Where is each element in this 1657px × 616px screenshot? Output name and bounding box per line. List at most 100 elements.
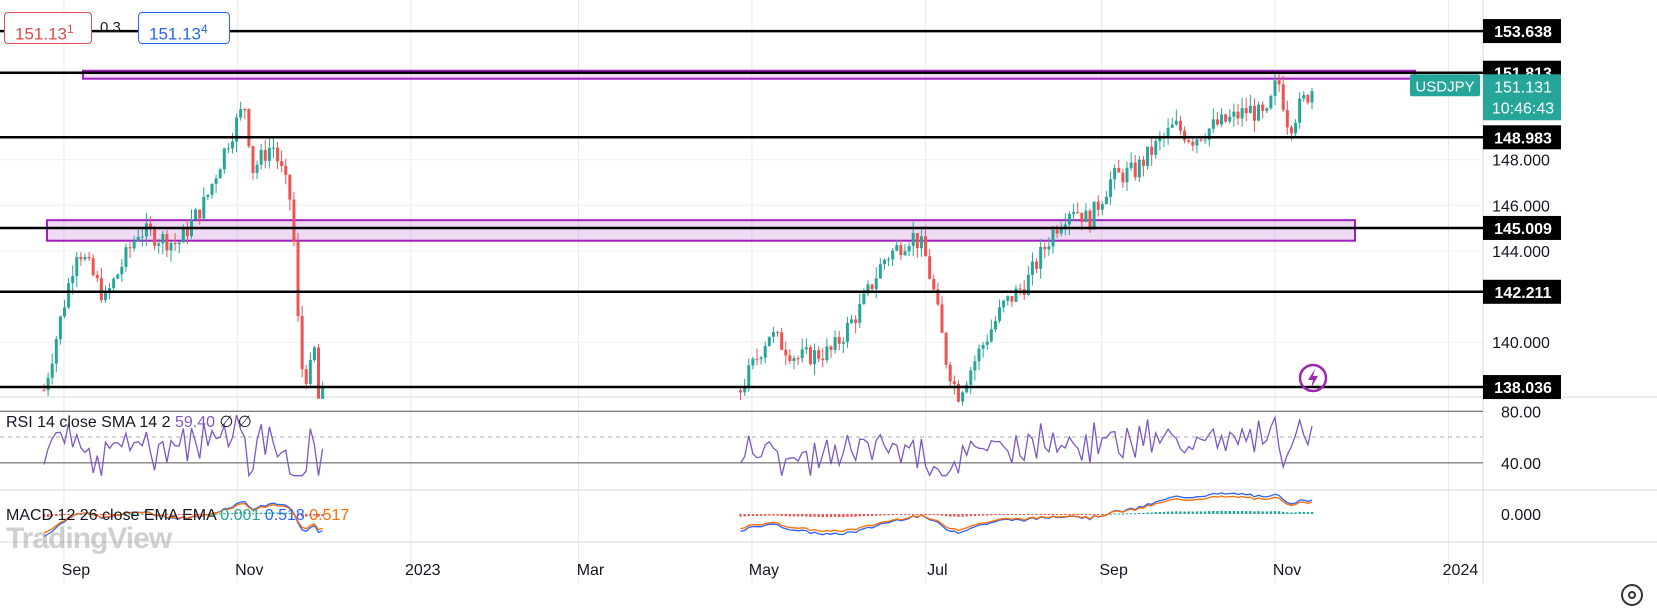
macd-histogram-bar [128, 513, 132, 515]
ask-price-box[interactable]: 151.134 [138, 12, 230, 44]
candle-body [120, 266, 124, 275]
level-price-label: 148.983 [1494, 130, 1552, 147]
macd-histogram-bar [944, 514, 948, 517]
candle-body [1055, 229, 1059, 234]
candle-body [882, 259, 886, 265]
macd-histogram-bar [1092, 514, 1096, 515]
candle-body [973, 361, 977, 371]
macd-histogram-bar [949, 514, 952, 517]
macd-histogram-bar [300, 514, 304, 517]
macd-histogram-bar [182, 514, 185, 515]
candle-body [1092, 201, 1096, 230]
candle-body [862, 293, 866, 304]
macd-histogram-bar [1142, 512, 1145, 514]
macd-histogram-bar [198, 514, 201, 515]
time-tick-label: Jul [927, 562, 947, 579]
ask-main: 151.13 [149, 24, 201, 44]
candle-body [878, 264, 882, 279]
candle-body [280, 161, 284, 167]
macd-legend-macd: 0.518 [260, 507, 305, 524]
macd-histogram-bar [899, 514, 903, 516]
candle-body [800, 349, 804, 359]
candle-body [952, 381, 956, 384]
candle-body [813, 350, 817, 365]
time-tick-label: Mar [577, 562, 605, 579]
macd-histogram-bar [87, 513, 91, 515]
gear-icon[interactable] [1621, 584, 1643, 606]
macd-histogram-bar [1183, 511, 1186, 514]
rsi-legend-label: RSI 14 close SMA 14 2 [6, 414, 171, 431]
spread-value: 0.3 [100, 19, 121, 36]
macd-histogram-bar [866, 514, 870, 516]
candle-body [1113, 167, 1117, 180]
macd-histogram-bar [813, 514, 816, 517]
candle-body [42, 390, 46, 392]
indicator-legends: RSI 14 close SMA 14 2 59.40 ∅ ∅ MACD 12 2… [6, 414, 349, 524]
macd-histogram-bar [891, 514, 894, 516]
macd-histogram-bar [875, 514, 878, 516]
candle-body [1174, 120, 1178, 125]
macd-histogram-bar [768, 514, 771, 516]
candle-body [288, 174, 292, 200]
macd-histogram-bar [1064, 514, 1067, 515]
price-zone [46, 219, 1356, 242]
candle-body [112, 278, 116, 289]
bid-main: 151.13 [15, 24, 67, 44]
candle-body [854, 319, 858, 323]
candle-body [1006, 296, 1010, 301]
candle-body [936, 289, 940, 305]
macd-histogram-bar [870, 514, 874, 517]
candle-body [1014, 288, 1018, 302]
bid-price-box[interactable]: 151.131 [4, 12, 92, 44]
macd-histogram-bar [854, 514, 857, 517]
macd-histogram-bar [1035, 514, 1038, 515]
candle-body [940, 304, 944, 333]
candle-body [788, 355, 792, 362]
candle-body [1010, 296, 1014, 302]
candle-body [276, 147, 280, 162]
macd-histogram-bar [764, 514, 767, 516]
candle-body [108, 288, 112, 291]
candle-body [887, 259, 891, 261]
macd-histogram-bar [1310, 511, 1314, 514]
macd-histogram-bar [296, 514, 300, 516]
macd-histogram-bar [1150, 512, 1153, 514]
candle-body [932, 278, 936, 290]
macd-histogram-bar [965, 514, 968, 517]
macd-histogram-bar [1265, 511, 1268, 514]
macd-histogram-bar [317, 514, 320, 517]
current-price-label: 151.131 [1494, 79, 1552, 96]
level-price-tag [1483, 375, 1561, 400]
candle-body [1047, 246, 1051, 250]
lightning-icon[interactable] [1298, 363, 1328, 393]
candle-body [124, 247, 128, 267]
lightning-icon-ring [1298, 363, 1328, 393]
candle-body [54, 339, 58, 364]
candle-body [759, 357, 763, 360]
macd-histogram-bar [1109, 513, 1112, 515]
candle-body [91, 258, 95, 276]
candle-body [833, 337, 837, 350]
macd-histogram-bar [833, 514, 837, 517]
macd-histogram-bar [1236, 511, 1240, 514]
candle-body [198, 209, 202, 219]
candle-body [206, 194, 210, 197]
macd-histogram-bar [1154, 512, 1157, 514]
time-tick-label: May [749, 562, 779, 579]
candle-body [185, 227, 189, 237]
time-axis: Sep Nov 2023 Mar May Jul Sep Nov 2024 [62, 562, 1479, 579]
candle-body [1285, 110, 1289, 128]
candle-body [177, 242, 181, 245]
candle-body [1310, 91, 1314, 103]
macd-histogram-bar [157, 514, 160, 515]
candle-body [1248, 105, 1252, 114]
candle-body [1039, 247, 1043, 269]
candle-body [895, 245, 899, 251]
macd-histogram-bar [251, 513, 255, 515]
macd-histogram-bar [288, 513, 292, 515]
rsi-legend: RSI 14 close SMA 14 2 59.40 ∅ ∅ [6, 414, 252, 431]
symbol-tag [1410, 74, 1480, 97]
macd-histogram-bar [276, 512, 279, 514]
candle-body [1277, 80, 1281, 85]
